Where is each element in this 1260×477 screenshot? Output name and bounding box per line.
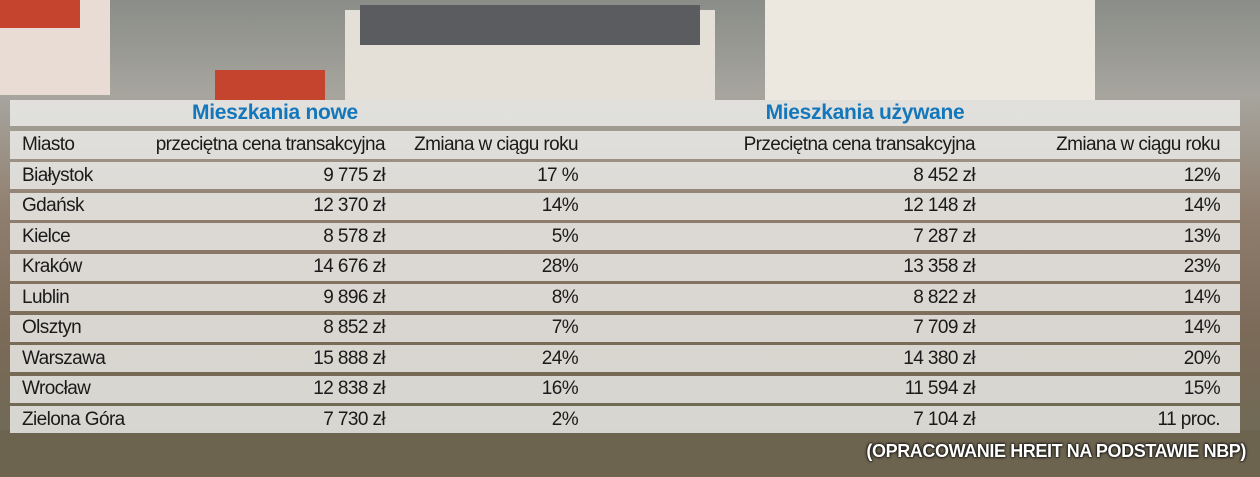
city-name: Wrocław [22, 378, 91, 399]
table-row: Zielona Góra 7 730 zł 2% 7 104 zł 11 proc. [10, 406, 1240, 433]
table-cell: 24% [541, 347, 579, 369]
city-name: Zielona Góra [22, 408, 125, 430]
city-name: Warszawa [22, 347, 106, 369]
table-cell: 17 % [537, 164, 579, 186]
table-cell: 7 730 zł [323, 408, 385, 430]
table-cell: 11 proc. [1157, 408, 1221, 430]
table-cell: 13 358 zł [903, 256, 975, 277]
roof [360, 5, 700, 45]
table-cell: 12% [1183, 164, 1221, 186]
column-header: Miasto [22, 134, 75, 155]
table-cell: 8 852 zł [323, 317, 385, 338]
table-row: Warszawa 15 888 zł 24% 14 380 zł 20% [10, 345, 1240, 372]
table-cell: 8 452 zł [913, 164, 975, 186]
table-cell: 16% [541, 378, 579, 399]
table-row: Olsztyn 8 852 zł 7% 7 709 zł 14% [10, 314, 1240, 342]
column-header: Przeciętna cena transakcyjna [743, 134, 976, 155]
source-note: (OPRACOWANIE HREIT NA PODSTAWIE NBP) [866, 441, 1246, 461]
table-cell: 7 104 zł [913, 408, 975, 430]
table-cell: 14% [1183, 286, 1221, 308]
table-cell: 2% [551, 408, 579, 430]
table-row: Wrocław 12 838 zł 16% 11 594 zł 15% [10, 375, 1240, 403]
table-row: Kraków 14 676 zł 28% 13 358 zł 23% [10, 253, 1240, 281]
column-header: Zmiana w ciągu roku [414, 134, 579, 155]
table-cell: 12 838 zł [313, 378, 385, 399]
table-cell: 23% [1183, 256, 1221, 277]
table-row: Kielce 8 578 zł 5% 7 287 zł 13% [10, 223, 1240, 250]
table-cell: 8 578 zł [323, 225, 385, 247]
city-name: Białystok [22, 164, 93, 186]
column-header: Zmiana w ciągu roku [1056, 134, 1221, 155]
group-title: Mieszkania używane [765, 101, 965, 124]
table-cell: 14% [1183, 317, 1221, 338]
city-name: Kielce [22, 225, 71, 247]
roof [215, 70, 325, 100]
table-cell: 15 888 zł [313, 347, 385, 369]
table-cell: 8 822 zł [913, 286, 975, 308]
table-cell: 9 896 zł [323, 286, 385, 308]
table-cell: 11 594 zł [904, 378, 976, 399]
table-cell: 14% [541, 195, 579, 216]
table-cell: 14 380 zł [903, 347, 975, 369]
table-cell: 5% [551, 225, 579, 247]
city-name: Lublin [22, 286, 70, 308]
city-name: Olsztyn [22, 317, 82, 338]
table-cell: 28% [541, 256, 579, 277]
roof [0, 0, 80, 28]
column-header: przeciętna cena transakcyjna [155, 134, 386, 155]
table-cell: 8% [551, 286, 579, 308]
table-cell: 12 370 zł [313, 195, 385, 216]
city-name: Kraków [22, 256, 82, 277]
ground [0, 430, 1260, 477]
table-cell: 15% [1183, 378, 1221, 399]
table-cell: 12 148 zł [903, 195, 975, 216]
city-name: Gdańsk [22, 195, 84, 216]
table-cell: 20% [1183, 347, 1221, 369]
table-row: Gdańsk 12 370 zł 14% 12 148 zł 14% [10, 192, 1240, 220]
group-header-row: Mieszkania nowe Mieszkania używane [10, 100, 1240, 126]
table-row: Białystok 9 775 zł 17 % 8 452 zł 12% [10, 162, 1240, 189]
table-cell: 13% [1183, 225, 1221, 247]
table-cell: 14 676 zł [313, 256, 385, 277]
table-cell: 14% [1183, 195, 1221, 216]
table-cell: 9 775 zł [323, 164, 385, 186]
building [765, 0, 1095, 100]
column-header-row: Miasto przeciętna cena transakcyjna Zmiana… [10, 131, 1240, 159]
table-row: Lublin 9 896 zł 8% 8 822 zł 14% [10, 284, 1240, 311]
group-title: Mieszkania nowe [192, 101, 358, 124]
table-cell: 7% [551, 317, 579, 338]
table-cell: 7 287 zł [913, 225, 975, 247]
table-cell: 7 709 zł [913, 317, 975, 338]
